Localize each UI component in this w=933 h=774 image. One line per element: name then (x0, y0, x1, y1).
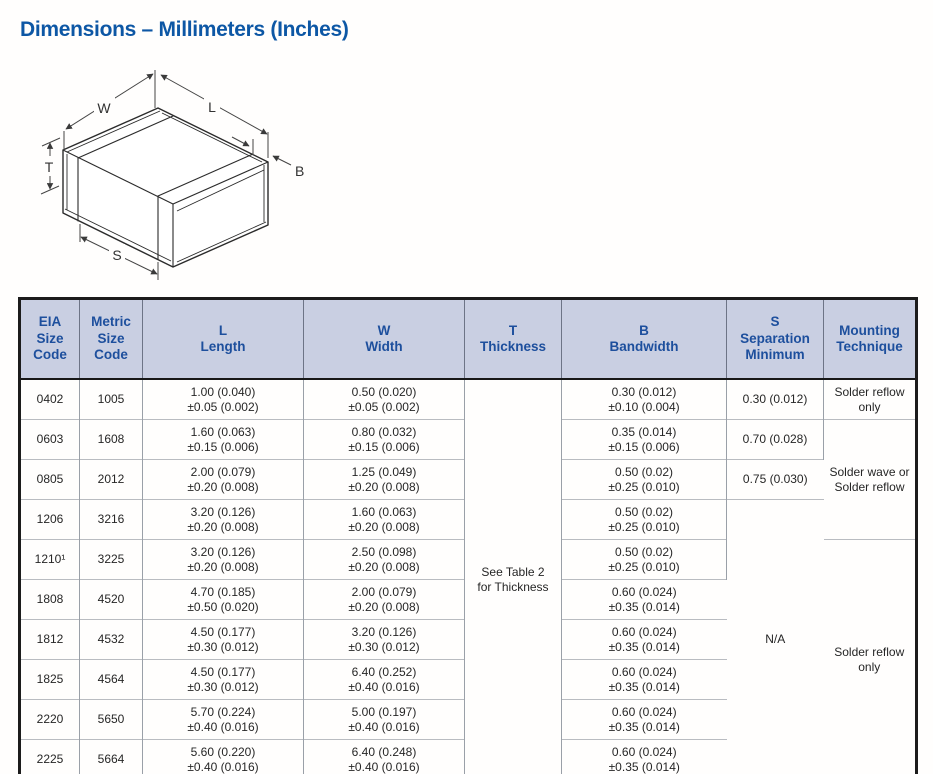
page-title: Dimensions – Millimeters (Inches) (20, 18, 349, 41)
eia-size-cell: 2225 (19, 739, 80, 774)
chip-body (62, 107, 269, 268)
header-length: L Length (142, 298, 304, 380)
table-row: 0603 1608 1.60 (0.063) ±0.15 (0.006) 0.8… (19, 419, 917, 540)
width-cell: 6.40 (0.248) ±0.40 (0.016) (303, 739, 465, 774)
mounting-cell: Solder reflow only (823, 539, 917, 774)
length-cell: 3.20 (0.126) ±0.20 (0.008) (142, 499, 304, 540)
dim-label-l: L (208, 99, 216, 115)
length-cell: 1.60 (0.063) ±0.15 (0.006) (142, 419, 304, 460)
width-cell: 2.00 (0.079) ±0.20 (0.008) (303, 579, 465, 620)
dimensions-table: EIA Size Code Metric Size Code L Length … (18, 297, 918, 774)
length-cell: 5.60 (0.220) ±0.40 (0.016) (142, 739, 304, 774)
width-cell: 1.25 (0.049) ±0.20 (0.008) (303, 459, 465, 500)
eia-size-cell: 1825 (19, 659, 80, 700)
eia-size-cell: 0603 (19, 419, 80, 460)
bandwidth-cell: 0.50 (0.02) ±0.25 (0.010) (561, 499, 727, 540)
header-eia-size-code: EIA Size Code (19, 298, 80, 380)
header-bandwidth: B Bandwidth (561, 298, 727, 380)
table-row: 0805 2012 2.00 (0.079) ±0.20 (0.008) 1.2… (19, 459, 917, 500)
metric-size-cell: 3225 (79, 539, 143, 580)
width-cell: 0.80 (0.032) ±0.15 (0.006) (303, 419, 465, 460)
metric-size-cell: 5650 (79, 699, 143, 740)
mounting-cell: Solder reflow only (834, 385, 905, 414)
metric-size-cell: 1608 (79, 419, 143, 460)
header-mounting-technique: Mounting Technique (823, 298, 917, 380)
dim-label-s: S (112, 247, 121, 263)
bandwidth-cell: 0.30 (0.012) ±0.10 (0.004) (561, 379, 727, 420)
width-cell: 1.60 (0.063) ±0.20 (0.008) (303, 499, 465, 540)
metric-size-cell: 5664 (79, 739, 143, 774)
table-row: 1812 4532 4.50 (0.177) ±0.30 (0.012) 3.2… (19, 619, 917, 660)
length-cell: 4.50 (0.177) ±0.30 (0.012) (142, 619, 304, 660)
eia-size-cell: 0402 (19, 379, 80, 420)
bandwidth-cell: 0.35 (0.014) ±0.15 (0.006) (561, 419, 727, 460)
length-cell: 2.00 (0.079) ±0.20 (0.008) (142, 459, 304, 500)
eia-size-cell: 1808 (19, 579, 80, 620)
chip-edges (62, 115, 269, 268)
metric-size-cell: 3216 (79, 499, 143, 540)
eia-size-cell: 2220 (19, 699, 80, 740)
length-cell: 4.50 (0.177) ±0.30 (0.012) (142, 659, 304, 700)
chip-dimension-diagram: W L T B S (40, 70, 304, 280)
separation-cell: 0.30 (0.012) (726, 379, 824, 420)
metric-size-cell: 1005 (79, 379, 143, 420)
width-cell: 2.50 (0.098) ±0.20 (0.008) (303, 539, 465, 580)
length-cell: 3.20 (0.126) ±0.20 (0.008) (142, 539, 304, 580)
table-row: 2225 5664 5.60 (0.220) ±0.40 (0.016) 6.4… (19, 739, 917, 774)
length-cell: 4.70 (0.185) ±0.50 (0.020) (142, 579, 304, 620)
table-row: 1210¹ 3225 3.20 (0.126) ±0.20 (0.008) 2.… (19, 539, 917, 774)
bandwidth-cell: 0.50 (0.02) ±0.25 (0.010) (561, 459, 727, 500)
metric-size-cell: 2012 (79, 459, 143, 500)
separation-cell: 0.70 (0.028) (726, 419, 824, 460)
eia-size-cell: 1812 (19, 619, 80, 660)
width-cell: 5.00 (0.197) ±0.40 (0.016) (303, 699, 465, 740)
dimension-labels: W L T B S (42, 96, 304, 264)
width-cell: 0.50 (0.020) ±0.05 (0.002) (303, 379, 465, 420)
table-row: 1206 3216 3.20 (0.126) ±0.20 (0.008) 1.6… (19, 499, 917, 774)
metric-size-cell: 4532 (79, 619, 143, 660)
bandwidth-cell: 0.60 (0.024) ±0.35 (0.014) (561, 739, 727, 774)
dim-label-t: T (45, 159, 54, 175)
thickness-note-cell: See Table 2 for Thickness (464, 379, 562, 774)
dim-label-b: B (295, 163, 304, 179)
table-row: 2220 5650 5.70 (0.224) ±0.40 (0.016) 5.0… (19, 699, 917, 740)
bandwidth-cell: 0.60 (0.024) ±0.35 (0.014) (561, 659, 727, 700)
dim-label-w: W (97, 100, 111, 116)
eia-size-cell: 0805 (19, 459, 80, 500)
mounting-cell: Solder wave or Solder reflow (823, 419, 917, 540)
bandwidth-cell: 0.60 (0.024) ±0.35 (0.014) (561, 699, 727, 740)
separation-cell: 0.75 (0.030) (726, 459, 824, 500)
table-row: 1825 4564 4.50 (0.177) ±0.30 (0.012) 6.4… (19, 659, 917, 700)
eia-size-cell: 1206 (19, 499, 80, 540)
bandwidth-cell: 0.60 (0.024) ±0.35 (0.014) (561, 619, 727, 660)
metric-size-cell: 4564 (79, 659, 143, 700)
header-width: W Width (303, 298, 465, 380)
separation-na-cell: N/A (726, 499, 824, 774)
header-metric-size-code: Metric Size Code (79, 298, 143, 380)
eia-size-cell: 1210¹ (19, 539, 80, 580)
width-cell: 6.40 (0.252) ±0.40 (0.016) (303, 659, 465, 700)
width-cell: 3.20 (0.126) ±0.30 (0.012) (303, 619, 465, 660)
bandwidth-cell: 0.50 (0.02) ±0.25 (0.010) (561, 539, 727, 580)
header-row: EIA Size Code Metric Size Code L Length … (19, 298, 917, 380)
bandwidth-cell: 0.60 (0.024) ±0.35 (0.014) (561, 579, 727, 620)
table-row: 0402 1005 1.00 (0.040) ±0.05 (0.002) 0.5… (19, 379, 917, 774)
table-row: 1808 4520 4.70 (0.185) ±0.50 (0.020) 2.0… (19, 579, 917, 620)
length-cell: 5.70 (0.224) ±0.40 (0.016) (142, 699, 304, 740)
header-separation-minimum: S Separation Minimum (726, 298, 824, 380)
header-thickness: T Thickness (464, 298, 562, 380)
metric-size-cell: 4520 (79, 579, 143, 620)
length-cell: 1.00 (0.040) ±0.05 (0.002) (142, 379, 304, 420)
